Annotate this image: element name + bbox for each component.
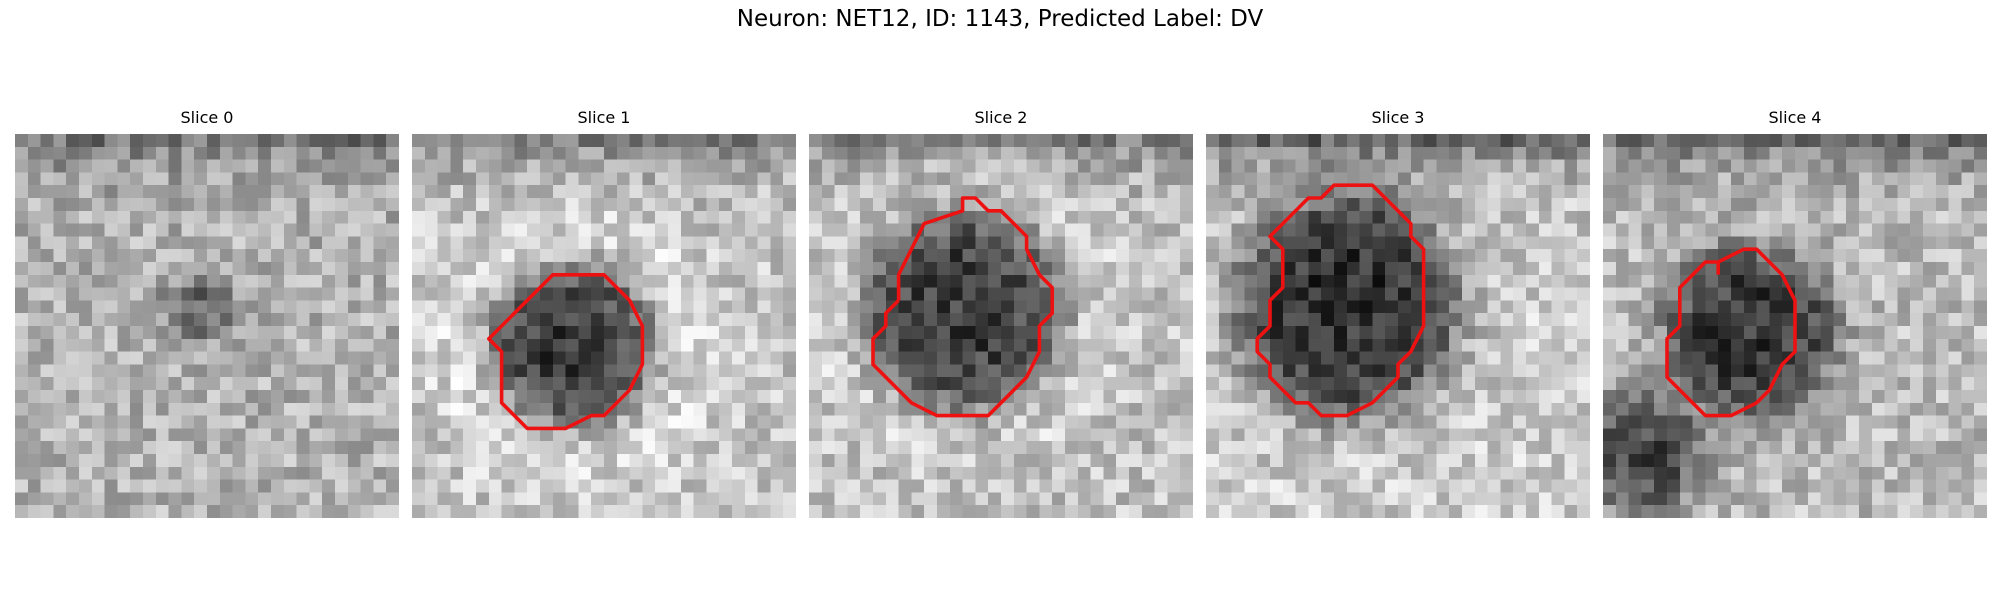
figure-title: Neuron: NET12, ID: 1143, Predicted Label…: [736, 6, 1264, 32]
slice-title: Slice 2: [974, 108, 1028, 127]
slice-title: Slice 3: [1371, 108, 1425, 127]
slice-title: Slice 4: [1768, 108, 1822, 127]
slice-panel-0: Slice 0: [15, 108, 399, 518]
segmentation-contour: [871, 196, 1054, 418]
segmentation-contour: [487, 273, 645, 431]
slice-image: [809, 134, 1193, 518]
slice-panel-4: Slice 4: [1603, 108, 1987, 518]
segmentation-contour: [1665, 247, 1797, 418]
contour-line: [1665, 247, 1797, 418]
contour-line: [487, 273, 645, 431]
contour-line: [1255, 183, 1426, 418]
slice-panel-2: Slice 2: [809, 108, 1193, 518]
slice-title: Slice 0: [180, 108, 234, 127]
segmentation-contour: [1255, 183, 1426, 418]
contour-line: [871, 196, 1054, 418]
slice-panel-3: Slice 3: [1206, 108, 1590, 518]
slice-image: [412, 134, 796, 518]
slice-image: [15, 134, 399, 518]
slice-title: Slice 1: [577, 108, 631, 127]
segmentation-contour: [15, 134, 399, 518]
slice-panel-1: Slice 1: [412, 108, 796, 518]
